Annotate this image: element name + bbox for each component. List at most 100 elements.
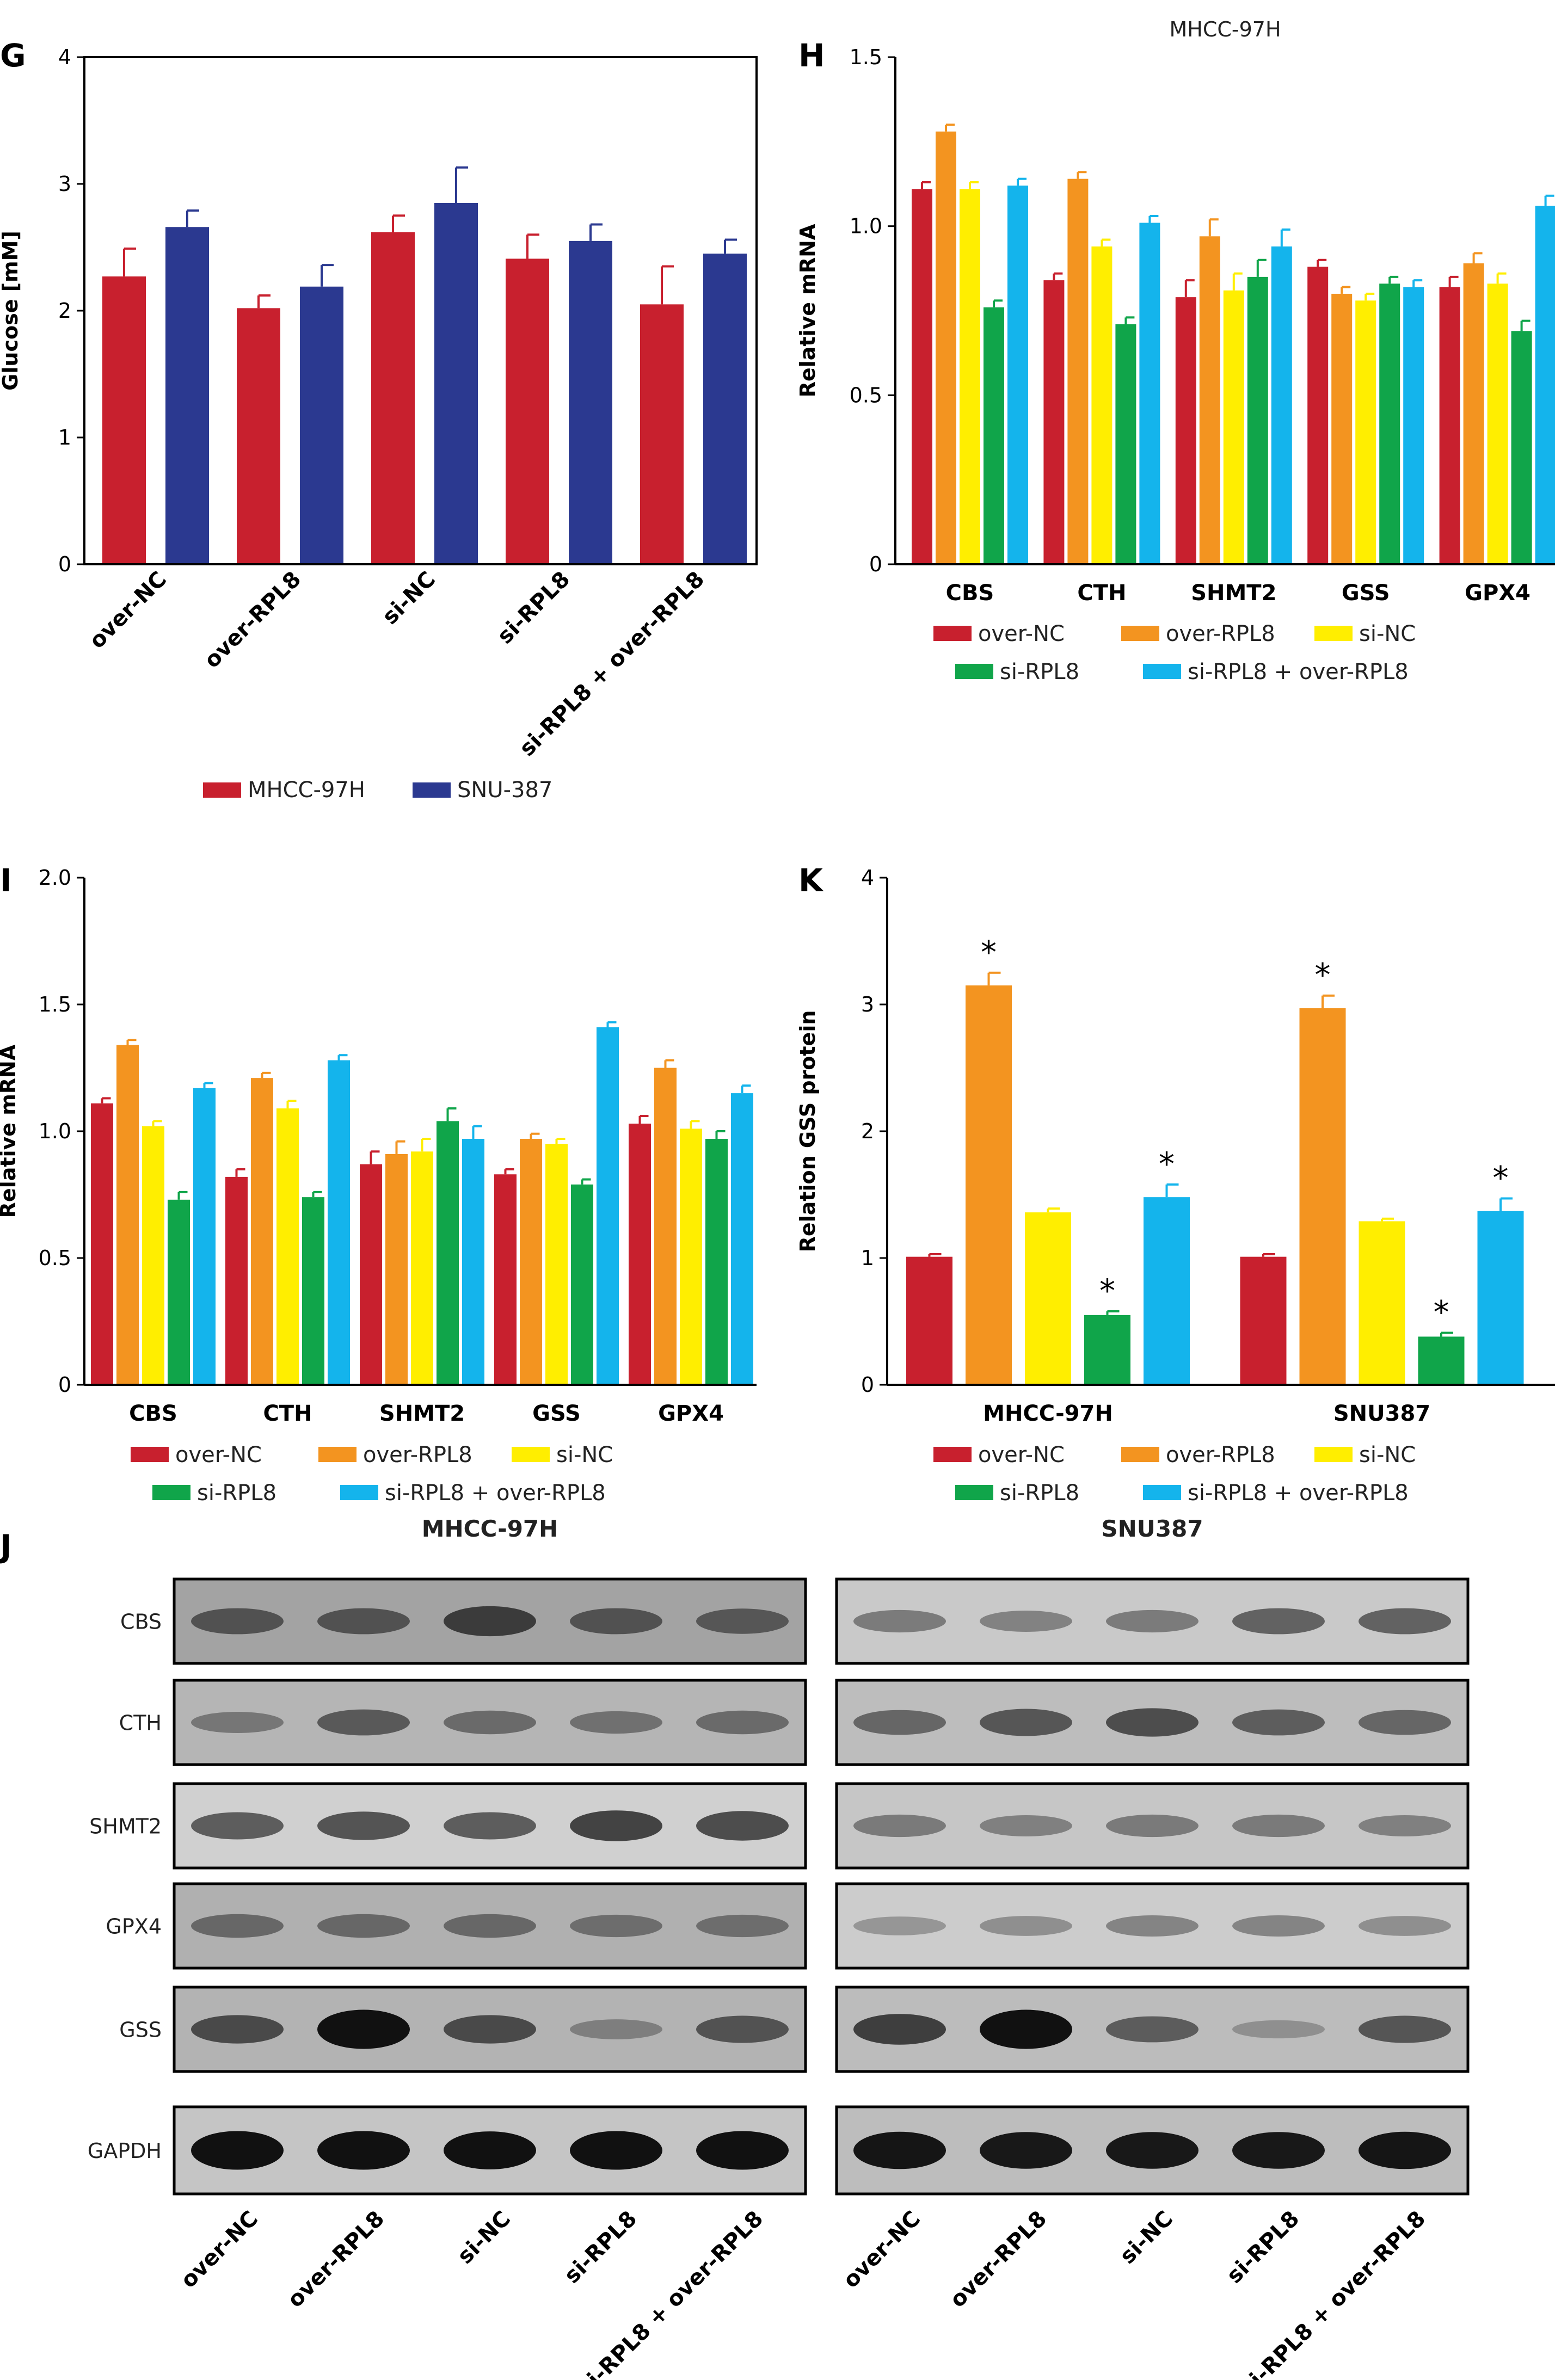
bar-over-nc-cbs bbox=[91, 1103, 113, 1385]
bar-mhcc-97h-over-nc bbox=[102, 276, 146, 565]
legend-label-over-nc: over-NC bbox=[978, 1442, 1065, 1468]
y-tick-label: 1 bbox=[861, 1246, 874, 1270]
blot-band-cth-over-nc bbox=[191, 1712, 284, 1733]
bar-over-nc-gpx4 bbox=[629, 1124, 651, 1385]
legend-label-si-rpl8-over-rpl8: si-RPL8 + over-RPL8 bbox=[1188, 659, 1409, 685]
legend-swatch-si-nc bbox=[1314, 626, 1353, 641]
bar-si-rpl8-over-rpl8-cth bbox=[328, 1060, 350, 1385]
blot-band-shmt2-over-nc bbox=[191, 1812, 284, 1840]
y-tick-label: 1.0 bbox=[39, 1119, 71, 1143]
chart-mrna-mhcc: MHCC-97H Relative mRNA 0 0.5 1.0 1.5 CBS CTH SHM… bbox=[796, 17, 1555, 685]
category-label-cbs: CBS bbox=[946, 581, 994, 606]
blot-band-gapdh-si-rpl8 bbox=[1232, 2132, 1325, 2169]
blot-band-cth-si-rpl8-over-rpl8 bbox=[696, 1710, 789, 1735]
category-label-mhcc-97h: MHCC-97H bbox=[983, 1401, 1113, 1426]
legend-swatch-over-nc bbox=[933, 626, 972, 641]
bar-over-rpl8-gpx4 bbox=[1463, 263, 1484, 565]
bar-si-nc-gpx4 bbox=[680, 1129, 702, 1385]
bar-over-nc-cbs bbox=[912, 189, 932, 564]
bar-si-rpl8-shmt2 bbox=[1247, 276, 1268, 564]
blot-band-gpx4-si-rpl8 bbox=[1232, 1915, 1325, 1937]
category-label-gss: GSS bbox=[1342, 581, 1390, 606]
bar-si-rpl8-gpx4 bbox=[705, 1138, 728, 1385]
y-axis-label: Relative mRNA bbox=[796, 224, 820, 397]
bar-mhcc-97h-si-rpl8 bbox=[506, 258, 549, 565]
bar-si-rpl8-over-rpl8-gpx4 bbox=[1535, 206, 1555, 564]
blot-band-cth-over-rpl8 bbox=[980, 1709, 1072, 1736]
blot-band-gpx4-over-rpl8 bbox=[317, 1914, 410, 1938]
bar-over-nc-cth bbox=[1043, 280, 1065, 564]
bar-snu-387-si-rpl8 bbox=[569, 241, 612, 565]
bar-si-rpl8-over-rpl8-shmt2 bbox=[462, 1138, 484, 1385]
bar-over-rpl8-cbs bbox=[936, 131, 956, 564]
category-label-cth: CTH bbox=[1077, 581, 1126, 606]
bar-mhcc-97h-si-nc bbox=[371, 232, 415, 564]
significance-star: * bbox=[1159, 1145, 1175, 1182]
blot-band-gpx4-si-rpl8-over-rpl8 bbox=[1359, 1916, 1451, 1936]
legend-label-si-rpl8-over-rpl8: si-RPL8 + over-RPL8 bbox=[1188, 1481, 1409, 1506]
bar-si-nc-cbs bbox=[960, 189, 980, 564]
bar-over-nc-cth bbox=[225, 1176, 248, 1385]
blot-band-gpx4-over-nc bbox=[853, 1916, 946, 1935]
bar-over-nc-mhcc-97h bbox=[906, 1256, 952, 1385]
bar-si-rpl8-cbs bbox=[984, 307, 1004, 564]
bar-over-nc-shmt2 bbox=[360, 1164, 382, 1385]
legend-label-over-rpl8: over-RPL8 bbox=[1166, 621, 1275, 646]
y-tick-label: 2 bbox=[58, 299, 71, 323]
bar-si-rpl8-over-rpl8-gss bbox=[597, 1027, 619, 1385]
blot-band-cbs-over-nc bbox=[853, 1610, 946, 1633]
y-tick-label: 0 bbox=[58, 552, 71, 576]
y-tick-label: 1.0 bbox=[850, 214, 882, 238]
blot-band-shmt2-si-rpl8 bbox=[570, 1810, 662, 1841]
legend-label-si-nc: si-NC bbox=[556, 1442, 613, 1468]
blot-band-gss-si-nc bbox=[444, 2015, 536, 2044]
bar-over-rpl8-snu387 bbox=[1299, 1008, 1346, 1385]
blot-band-gapdh-si-rpl8-over-rpl8 bbox=[1359, 2131, 1451, 2169]
chart-glucose: Glucose [mM] 0 1 2 3 4 over-NC over-RPL8 si-NC si… bbox=[0, 45, 758, 803]
blot-band-shmt2-si-rpl8 bbox=[1232, 1814, 1325, 1838]
blot-band-gss-si-nc bbox=[1106, 2016, 1198, 2043]
panel-label-j: J bbox=[0, 1528, 12, 1565]
blot-band-cbs-over-rpl8 bbox=[317, 1608, 410, 1635]
blot-band-cbs-over-nc bbox=[191, 1608, 284, 1635]
legend-swatch-si-rpl8-over-rpl8 bbox=[340, 1485, 378, 1500]
legend-swatch-si-rpl8 bbox=[955, 1485, 993, 1500]
category-label-gpx4: GPX4 bbox=[1465, 581, 1531, 606]
blot-band-gapdh-si-rpl8-over-rpl8 bbox=[696, 2131, 789, 2170]
y-tick-label: 1.5 bbox=[850, 45, 882, 69]
bar-over-rpl8-shmt2 bbox=[1199, 236, 1220, 565]
y-tick-label: 3 bbox=[58, 172, 71, 196]
category-label-over-rpl8: over-RPL8 bbox=[200, 567, 306, 673]
chart-gss-protein: Relation GSS protein 0 1 2 3 4 * * * MHCC-97H * * * S… bbox=[796, 866, 1555, 1506]
y-tick-label: 4 bbox=[58, 45, 71, 69]
blot-band-gapdh-si-nc bbox=[444, 2131, 536, 2169]
blot-band-shmt2-over-nc bbox=[853, 1814, 946, 1838]
blot-band-gss-si-rpl8-over-rpl8 bbox=[696, 2015, 789, 2043]
blot-band-cbs-si-rpl8-over-rpl8 bbox=[1359, 1608, 1451, 1635]
bar-over-rpl8-gpx4 bbox=[654, 1068, 677, 1385]
legend-label-si-nc: si-NC bbox=[1359, 1442, 1416, 1468]
blot-band-cbs-si-nc bbox=[444, 1606, 536, 1637]
blot-band-gpx4-si-nc bbox=[444, 1914, 536, 1938]
legend-label-si-rpl8: si-RPL8 bbox=[1000, 659, 1079, 685]
chart-mrna-second: Relative mRNA 0 0.5 1.0 1.5 2.0 CBS CTH SHMT2 GSS… bbox=[0, 866, 757, 1506]
blot-band-gss-si-rpl8 bbox=[1232, 2020, 1325, 2039]
legend-swatch-over-nc bbox=[933, 1447, 972, 1462]
category-label-cbs: CBS bbox=[129, 1401, 177, 1426]
bar-si-rpl8-cth bbox=[1115, 324, 1136, 564]
blot-strip-gpx4 bbox=[173, 1882, 807, 1970]
blot-band-gss-si-rpl8 bbox=[570, 2019, 662, 2039]
category-label-shmt2: SHMT2 bbox=[379, 1401, 465, 1426]
bar-si-rpl8-gss bbox=[1379, 283, 1400, 564]
blot-band-gapdh-over-nc bbox=[191, 2131, 284, 2170]
legend-label-si-rpl8: si-RPL8 bbox=[197, 1481, 276, 1506]
lane-label-si-rpl8: si-RPL8 bbox=[1222, 2206, 1304, 2289]
significance-star: * bbox=[981, 934, 997, 971]
bar-si-rpl8-over-rpl8-gpx4 bbox=[731, 1093, 753, 1385]
blot-band-cbs-si-rpl8 bbox=[1232, 1608, 1325, 1635]
chart-title: MHCC-97H bbox=[1169, 17, 1281, 41]
bar-si-nc-cth bbox=[276, 1108, 299, 1385]
bar-si-rpl8-shmt2 bbox=[437, 1121, 459, 1385]
blot-band-gpx4-si-rpl8 bbox=[570, 1914, 662, 1938]
